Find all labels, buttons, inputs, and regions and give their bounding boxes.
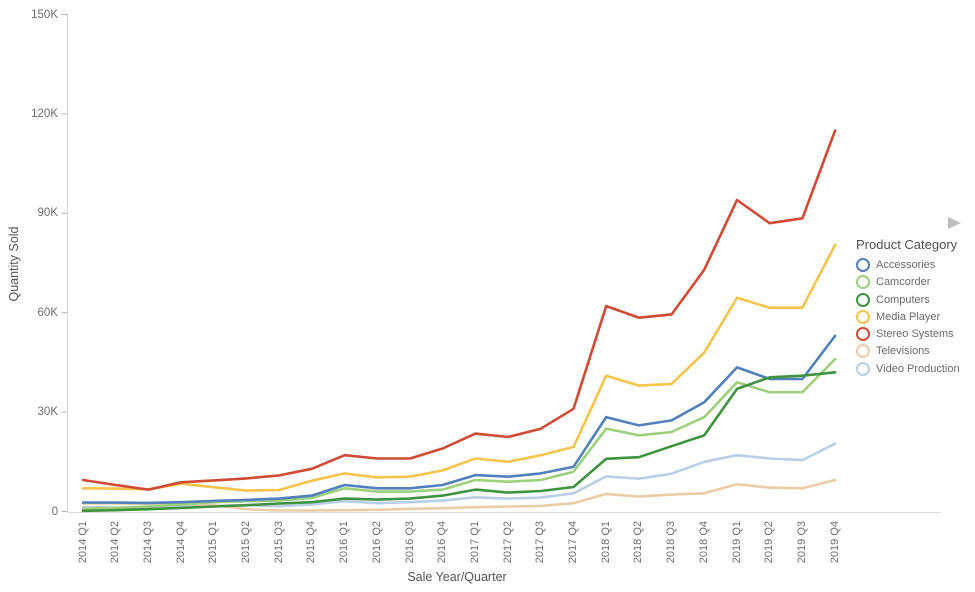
x-tick-label: 2016 Q2 — [370, 521, 383, 564]
series-line-camcorder[interactable] — [81, 357, 837, 511]
x-tick-label: 2015 Q2 — [240, 521, 252, 564]
legend: Product Category Accessories Camcorder Com… — [856, 237, 974, 380]
x-tick-label: 2017 Q3 — [534, 521, 547, 564]
y-tick-label: 90K — [37, 207, 58, 220]
x-tick-label: 2015 Q1 — [207, 521, 220, 564]
x-axis-title: Sale Year/Quarter — [407, 570, 507, 584]
legend-swatch-accessories — [856, 258, 870, 272]
y-tick-label: 60K — [37, 306, 58, 319]
legend-item-label: Video Production — [876, 362, 960, 375]
x-tick-label: 2018 Q3 — [665, 521, 678, 564]
legend-item-label: Media Player — [876, 310, 941, 323]
x-tick-label: 2019 Q3 — [795, 521, 808, 564]
legend-item-stereo-systems[interactable]: Stereo Systems — [856, 327, 974, 342]
legend-title: Product Category — [856, 237, 958, 252]
x-tick-label: 2014 Q4 — [174, 521, 187, 564]
y-tick-label: 0 — [51, 505, 58, 518]
x-tick-label: 2014 Q2 — [109, 521, 122, 564]
x-tick-label: 2019 Q4 — [828, 521, 841, 564]
legend-swatch-video-production — [856, 361, 870, 376]
legend-item-label: Computers — [876, 293, 930, 306]
legend-item-label: Televisions — [876, 345, 930, 358]
x-tick-label: 2016 Q4 — [436, 521, 449, 564]
y-axis-title: Quantity Sold — [7, 226, 21, 302]
x-tick-label: 2017 Q1 — [468, 521, 481, 564]
legend-item-accessories[interactable]: Accessories — [856, 258, 974, 272]
x-tick-label: 2019 Q1 — [730, 521, 743, 564]
series-line-computers[interactable] — [81, 370, 837, 513]
series-line-televisions[interactable] — [81, 478, 837, 512]
legend-swatch-computers — [856, 292, 870, 307]
legend-item-label: Stereo Systems — [876, 328, 954, 341]
y-tick-label: 30K — [37, 406, 58, 419]
legend-item-video-production[interactable]: Video Production — [856, 361, 974, 376]
x-tick-label: 2017 Q2 — [501, 521, 514, 564]
series-line-video-production[interactable] — [81, 442, 837, 509]
x-tick-label: 2014 Q1 — [76, 521, 89, 564]
x-tick-label: 2015 Q4 — [305, 521, 318, 564]
series-line-media-player[interactable] — [81, 243, 837, 492]
x-tick-label: 2017 Q4 — [567, 521, 579, 564]
x-tick-label: 2016 Q1 — [338, 521, 351, 564]
x-tick-label: 2015 Q3 — [272, 521, 285, 564]
x-tick-label: 2016 Q3 — [403, 521, 416, 564]
y-tick-label: 150K — [31, 8, 58, 21]
x-tick-label: 2018 Q4 — [697, 521, 710, 564]
legend-swatch-stereo-systems — [856, 327, 870, 342]
legend-item-label: Camcorder — [876, 276, 931, 289]
legend-item-computers[interactable]: Computers — [856, 292, 974, 307]
legend-item-media-player[interactable]: Media Player — [856, 309, 974, 324]
y-tick-label: 120K — [31, 107, 58, 120]
legend-scroll-right-icon[interactable] — [948, 217, 961, 229]
x-tick-label: 2014 Q3 — [141, 521, 154, 564]
legend-swatch-televisions — [856, 344, 870, 359]
legend-swatch-media-player — [856, 309, 870, 324]
x-tick-label: 2018 Q1 — [599, 521, 612, 564]
x-tick-label: 2019 Q2 — [763, 521, 776, 564]
legend-item-televisions[interactable]: Televisions — [856, 344, 974, 359]
legend-item-label: Accessories — [876, 259, 936, 271]
series-line-stereo-systems[interactable] — [81, 129, 837, 491]
legend-swatch-camcorder — [856, 275, 870, 290]
series-line-accessories[interactable] — [81, 334, 837, 505]
legend-item-camcorder[interactable]: Camcorder — [856, 275, 974, 290]
x-tick-label: 2018 Q2 — [632, 521, 645, 564]
